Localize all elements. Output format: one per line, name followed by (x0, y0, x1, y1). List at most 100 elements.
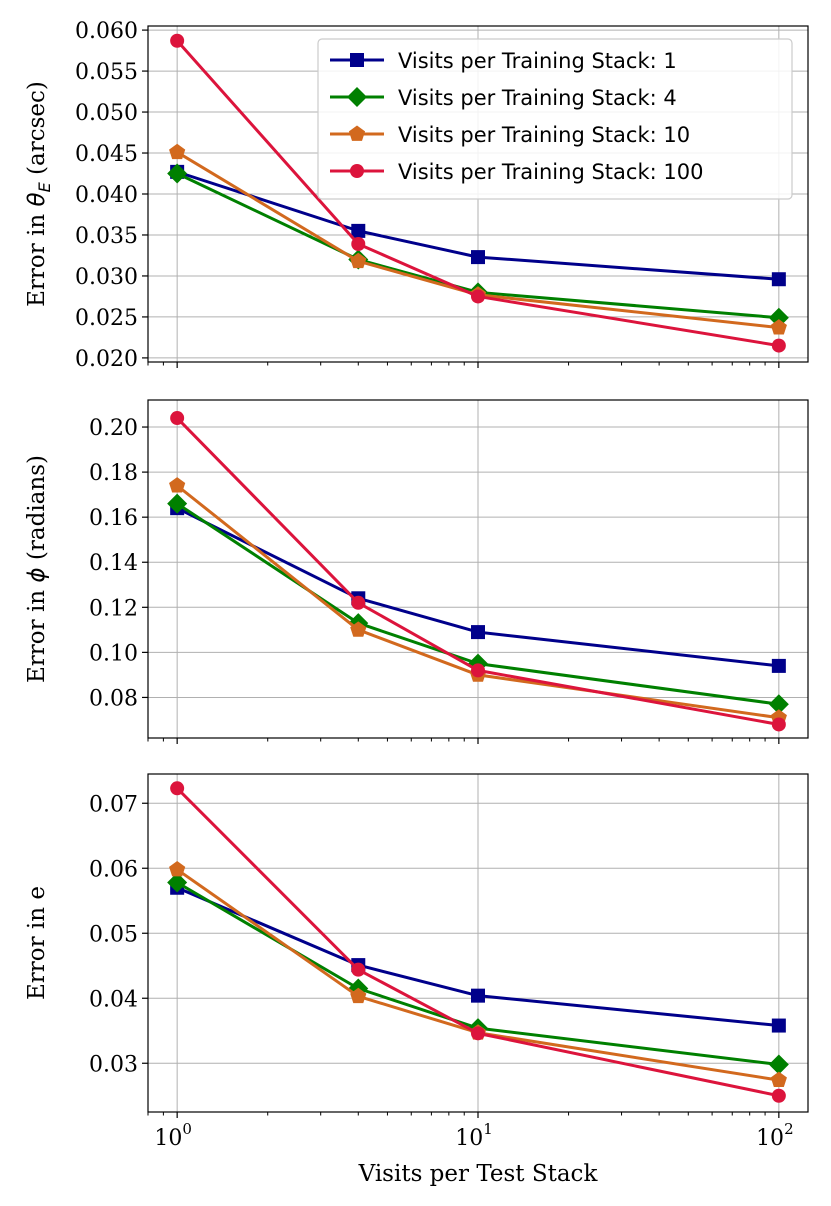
data-point (771, 658, 786, 673)
data-point (170, 33, 185, 48)
series-4 (170, 33, 786, 353)
legend-label: Visits per Training Stack: 10 (398, 123, 690, 147)
y-axis-label: Error in e (24, 886, 50, 1000)
y-axis-label: Error in θE (arcsec) (24, 81, 54, 307)
y-tick-label: 0.045 (75, 142, 138, 167)
series-line (176, 868, 780, 1082)
y-tick-label: 0.030 (75, 265, 138, 290)
legend-item: Visits per Training Stack: 1 (330, 49, 677, 73)
data-point (771, 1018, 786, 1033)
legend-marker (350, 164, 364, 178)
series-line (176, 886, 779, 1028)
y-tick-label: 0.14 (89, 551, 138, 576)
y-tick-label: 0.08 (89, 686, 138, 711)
series-line (176, 502, 780, 706)
y-tick-label: 0.07 (89, 792, 138, 817)
y-tick-label: 0.060 (75, 19, 138, 44)
data-point (169, 143, 186, 160)
y-tick-label: 0.050 (75, 101, 138, 126)
y-axis: 0.020 0.025 0.030 0.035 0.040 0.045 0.050 0.055… (75, 19, 148, 372)
x-tick-label: 101 (455, 1120, 493, 1151)
gridlines (148, 400, 808, 738)
series-line (176, 506, 780, 668)
data-point (768, 1054, 789, 1075)
legend: Visits per Training Stack: 1 Visits per T… (317, 38, 793, 200)
y-tick-label: 0.025 (75, 306, 138, 331)
plot-frame (147, 773, 809, 1113)
series-line (176, 172, 779, 320)
data-point (471, 1026, 485, 1041)
series-line (176, 881, 780, 1067)
series-line (176, 787, 780, 1098)
data-point (167, 872, 188, 893)
data-point (471, 663, 485, 678)
data-point (771, 272, 786, 287)
legend-item: Visits per Training Stack: 4 (330, 86, 677, 110)
series-group (167, 33, 789, 353)
series-line (176, 150, 780, 330)
series-line (176, 39, 780, 348)
panel-1: 0.020 0.025 0.030 0.035 0.040 0.045 0.050 0.055… (24, 19, 809, 372)
panel-2: 0.08 0.10 0.12 0.14 0.16 0.18 0.20 Error in ϕ (… (24, 399, 809, 744)
data-point (350, 621, 367, 637)
y-tick-label: 0.055 (75, 60, 138, 85)
data-point (351, 595, 366, 610)
data-point (471, 988, 485, 1003)
y-tick-label: 0.16 (89, 506, 138, 531)
data-point (167, 163, 188, 184)
y-tick-label: 0.020 (75, 347, 138, 372)
y-axis: 0.08 0.10 0.12 0.14 0.16 0.18 0.20 (89, 416, 148, 711)
data-point (771, 338, 786, 353)
y-tick-label: 0.06 (89, 857, 138, 882)
y-tick-label: 0.04 (89, 987, 138, 1012)
x-tick-label: 102 (756, 1120, 794, 1151)
series-line (176, 416, 780, 726)
data-point (351, 236, 366, 251)
legend-item: Visits per Training Stack: 100 (330, 160, 703, 184)
legend-item: Visits per Training Stack: 10 (330, 123, 690, 147)
x-tick-label: 100 (154, 1120, 192, 1151)
data-point (770, 319, 787, 335)
series-group (167, 411, 789, 732)
data-point (471, 250, 485, 265)
series-1 (170, 164, 786, 287)
y-tick-label: 0.12 (89, 596, 138, 621)
plot-frame (147, 399, 809, 739)
y-tick-label: 0.040 (75, 183, 138, 208)
series-4 (170, 781, 786, 1103)
y-tick-label: 0.03 (89, 1052, 138, 1077)
data-point (770, 1071, 787, 1088)
y-tick-label: 0.18 (89, 461, 138, 486)
legend-marker (347, 87, 367, 107)
x-axis (147, 362, 780, 368)
legend-marker (348, 125, 366, 141)
x-axis (147, 738, 780, 744)
x-axis (147, 1112, 780, 1118)
data-point (471, 289, 485, 304)
series-line (176, 170, 779, 281)
legend-label: Visits per Training Stack: 4 (398, 86, 677, 110)
data-point (771, 1088, 786, 1103)
x-axis-label: Visits per Test Stack (358, 1161, 599, 1187)
y-axis: 0.03 0.04 0.05 0.06 0.07 (89, 792, 148, 1077)
data-point (170, 781, 185, 796)
data-point (350, 252, 367, 269)
data-point (350, 987, 367, 1004)
data-point (471, 625, 485, 640)
panel-3: 0.03 0.04 0.05 0.06 0.07 Error in e 100 101 102 V… (24, 773, 809, 1187)
series-3 (169, 143, 787, 335)
data-point (351, 223, 366, 238)
data-point (169, 477, 186, 493)
series-4 (170, 411, 786, 732)
y-axis-label: Error in ϕ (radians) (24, 455, 50, 683)
data-point (167, 493, 188, 514)
data-point (768, 694, 789, 715)
legend-box (317, 38, 793, 200)
y-tick-label: 0.20 (89, 416, 138, 441)
y-tick-label: 0.035 (75, 224, 138, 249)
data-point (169, 861, 186, 877)
gridlines (148, 774, 808, 1112)
data-point (771, 717, 786, 732)
legend-label: Visits per Training Stack: 100 (398, 160, 703, 184)
